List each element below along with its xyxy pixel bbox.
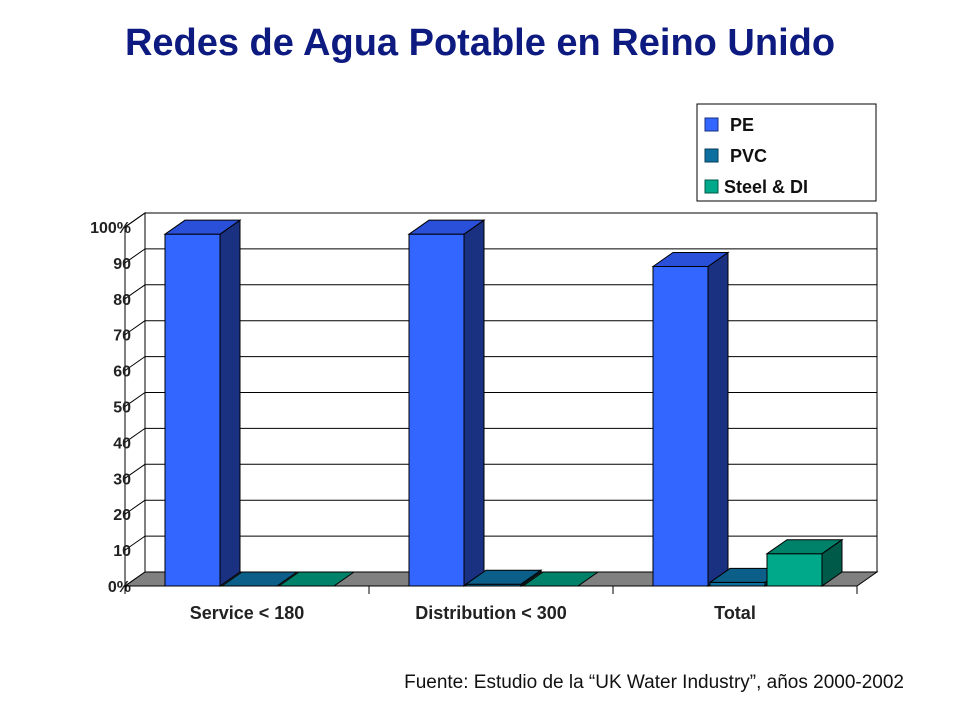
bar [651, 251, 730, 587]
y-tick-label: 20 [113, 507, 131, 524]
bar-front [766, 553, 823, 587]
bar [765, 538, 844, 587]
y-tick-label: 60 [113, 364, 131, 381]
gridline-side [124, 427, 146, 443]
bar-top [651, 251, 730, 267]
legend-swatch [704, 148, 719, 163]
bar-top [163, 219, 242, 235]
x-tick-label: Distribution < 300 [415, 603, 567, 623]
bar-top [464, 569, 543, 585]
legend-label: PE [730, 115, 754, 135]
legend-label: PVC [730, 146, 767, 166]
bar-front [164, 233, 221, 587]
bar-side [463, 219, 485, 587]
y-tick-label: 40 [113, 435, 131, 452]
bar-top [407, 219, 486, 235]
gridline-side [124, 499, 146, 515]
bar-top [765, 539, 844, 555]
y-tick-label: 30 [113, 471, 131, 488]
y-tick-label: 90 [113, 256, 131, 273]
gridline-side [124, 392, 146, 407]
x-tick-label: Total [714, 603, 756, 623]
y-tick-label: 0% [108, 579, 131, 596]
x-tick-label: Service < 180 [190, 603, 305, 623]
gridline-side [124, 535, 146, 551]
source-note: Fuente: Estudio de la “UK Water Industry… [404, 672, 904, 693]
gridline-side [124, 212, 146, 228]
chart-title: Redes de Agua Potable en Reino Unido [124, 22, 836, 64]
gridline-side [124, 284, 146, 300]
bar [163, 219, 242, 587]
legend-swatch [704, 179, 719, 194]
gridline-side [124, 463, 146, 479]
y-tick-label: 80 [113, 292, 131, 309]
gridline-side [124, 320, 146, 336]
bar-side [707, 251, 729, 587]
gridline-side [124, 356, 146, 372]
y-tick-label: 70 [113, 328, 131, 345]
gridline-side [124, 248, 146, 264]
y-tick-label: 50 [113, 400, 131, 417]
legend-box [696, 103, 877, 202]
bar-front [652, 265, 709, 587]
bar-front [408, 233, 465, 587]
bar [407, 219, 486, 587]
y-tick-label: 10 [113, 543, 131, 560]
y-tick-label: 100% [90, 220, 131, 237]
legend-swatch [704, 117, 719, 132]
legend-label: Steel & DI [724, 177, 808, 197]
bar-side [219, 219, 241, 587]
bar-front [709, 581, 766, 587]
